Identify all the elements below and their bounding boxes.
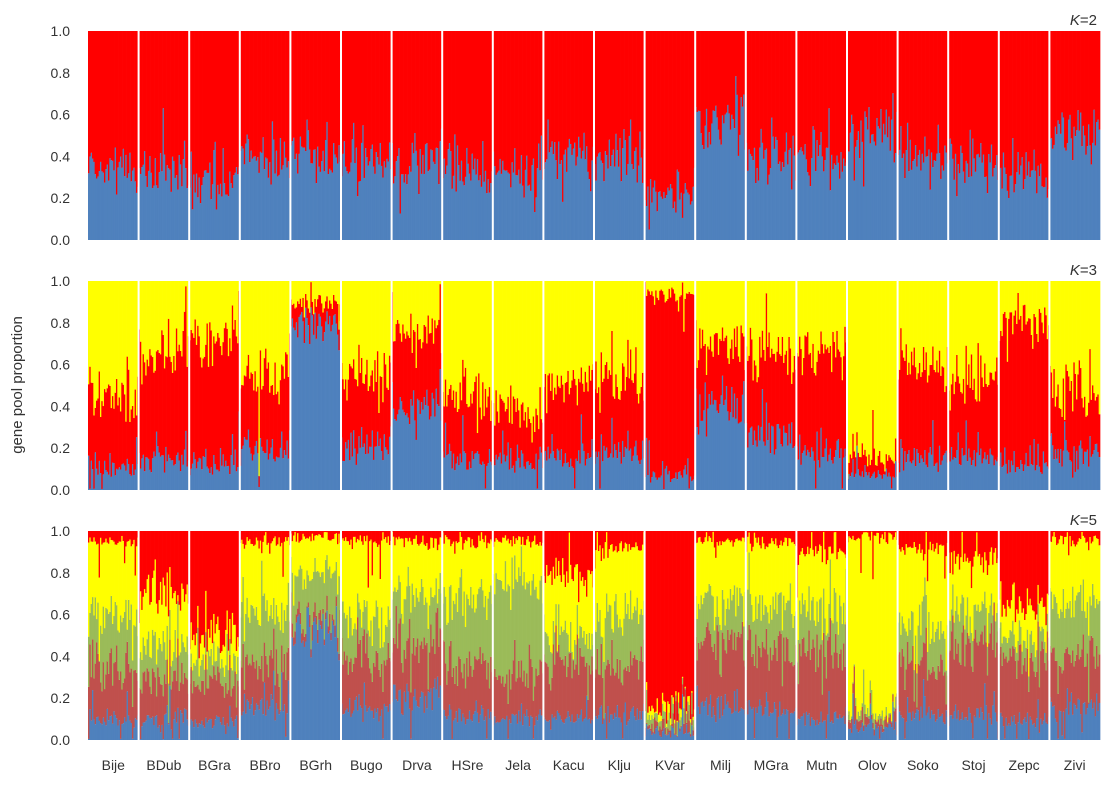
bar-segment-yellow bbox=[1099, 281, 1101, 414]
y-axis-label: gene pool proportion bbox=[9, 316, 26, 454]
y-tick-label: 0.0 bbox=[51, 732, 71, 748]
y-tick-label: 0.4 bbox=[51, 148, 71, 164]
panel-k2: 0.0 0.2 0.4 0.6 0.8 1.0 K=2 bbox=[51, 12, 1101, 248]
y-tick-label: 0.8 bbox=[51, 315, 71, 331]
bar-segment-blue bbox=[1099, 130, 1101, 240]
y-tick-label: 1.0 bbox=[51, 523, 71, 539]
bar-segment-blue bbox=[1099, 457, 1101, 490]
k-label: K=3 bbox=[1070, 262, 1097, 279]
bar-segment-red bbox=[1099, 31, 1101, 130]
k-label: K=2 bbox=[1070, 12, 1097, 29]
y-tick-label: 0.6 bbox=[51, 107, 71, 123]
panel-k5: 0.00.20.40.60.81.0K=5 bbox=[51, 512, 1101, 748]
y-tick-label: 0.2 bbox=[51, 690, 71, 706]
y-tick-label: 0.6 bbox=[51, 607, 71, 623]
y-tick-label: 0.6 bbox=[51, 357, 71, 373]
y-tick-label: 0.8 bbox=[51, 65, 71, 81]
panel-k3: 0.0 0.2 0.4 0.6 0.8 1.0 K=3 bbox=[51, 262, 1101, 498]
y-tick-label: 1.0 bbox=[51, 273, 71, 289]
y-tick-label: 0.4 bbox=[51, 648, 71, 664]
y-tick-label: 1.0 bbox=[51, 23, 71, 39]
y-tick-label: 0.2 bbox=[51, 190, 71, 206]
bar-segment-red bbox=[1099, 414, 1101, 457]
y-tick-label: 0.2 bbox=[51, 440, 71, 456]
y-tick-label: 0.0 bbox=[51, 482, 71, 498]
y-tick-label: 0.4 bbox=[51, 398, 71, 414]
y-tick-label: 0.8 bbox=[51, 565, 71, 581]
y-tick-label: 0.0 bbox=[51, 232, 71, 248]
